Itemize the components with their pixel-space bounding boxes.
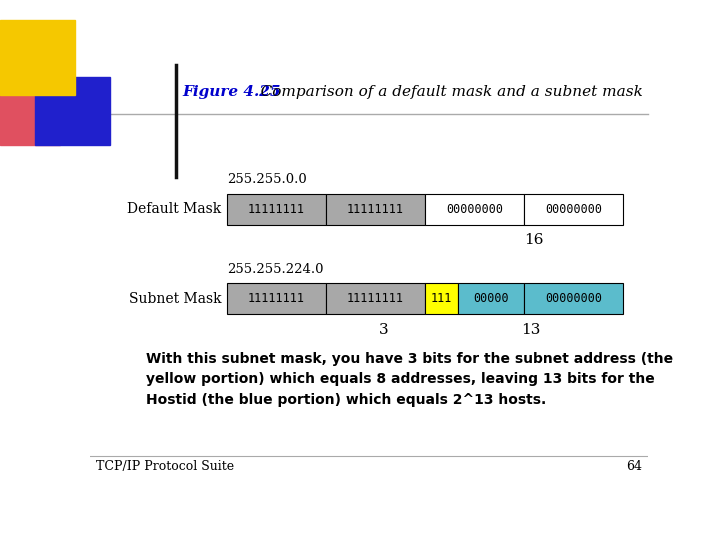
Text: 11111111: 11111111 — [347, 292, 404, 305]
Bar — [227, 283, 325, 314]
Text: 255.255.224.0: 255.255.224.0 — [227, 262, 323, 275]
Text: 11111111: 11111111 — [248, 203, 305, 216]
Text: Default Mask: Default Mask — [127, 202, 221, 217]
Text: 64: 64 — [626, 460, 642, 472]
Text: 11111111: 11111111 — [347, 203, 404, 216]
Bar — [325, 283, 425, 314]
Bar — [425, 283, 459, 314]
Text: 00000000: 00000000 — [545, 292, 602, 305]
Text: Subnet Mask: Subnet Mask — [128, 292, 221, 306]
Text: Figure 4.25: Figure 4.25 — [182, 85, 281, 99]
Text: 11111111: 11111111 — [248, 292, 305, 305]
Text: 255.255.0.0: 255.255.0.0 — [227, 173, 307, 186]
Text: Comparison of a default mask and a subnet mask: Comparison of a default mask and a subne… — [246, 85, 643, 99]
Bar — [524, 194, 623, 225]
Text: 13: 13 — [521, 323, 541, 336]
Text: 00000: 00000 — [473, 292, 509, 305]
Text: With this subnet mask, you have 3 bits for the subnet address (the
yellow portio: With this subnet mask, you have 3 bits f… — [145, 352, 673, 407]
Text: 3: 3 — [379, 323, 389, 336]
Bar — [524, 283, 623, 314]
Text: 16: 16 — [524, 233, 544, 247]
Text: 00000000: 00000000 — [545, 203, 602, 216]
Text: 111: 111 — [431, 292, 452, 305]
Text: TCP/IP Protocol Suite: TCP/IP Protocol Suite — [96, 460, 234, 472]
Bar — [227, 194, 325, 225]
Bar — [325, 194, 425, 225]
Bar — [425, 194, 524, 225]
Text: 00000000: 00000000 — [446, 203, 503, 216]
Bar — [459, 283, 524, 314]
